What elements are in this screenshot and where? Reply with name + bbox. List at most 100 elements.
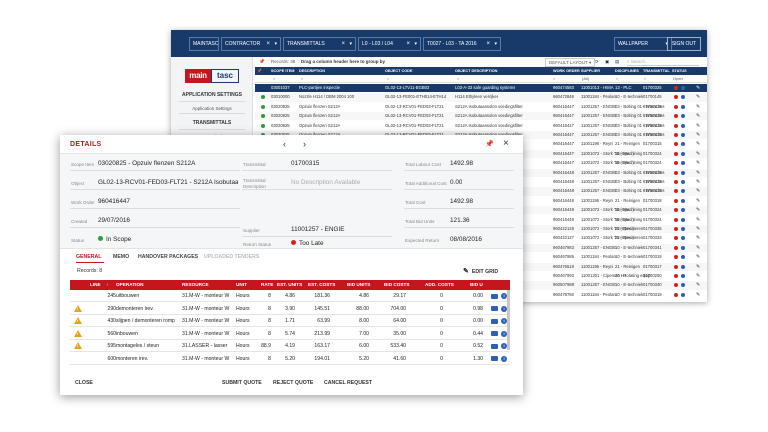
project-select[interactable]: T0027 - L03 - TA 2016 × ▾	[423, 37, 501, 51]
chevron-down-icon[interactable]: ▾	[274, 41, 277, 47]
maintasc-chip[interactable]: MAINTASC	[189, 37, 219, 51]
wallpaper-select[interactable]: WALLPAPER ▾	[614, 37, 672, 51]
pin-icon[interactable]: 📌	[485, 141, 494, 148]
grid-row[interactable]: 960467993 11001201 - Cipemon H.I. 20 - Rot…	[255, 272, 707, 280]
grid-row[interactable]: 960416447 11001072 - Stork TS (Spec.) 16 -…	[255, 159, 707, 167]
info-icon[interactable]	[681, 245, 685, 250]
tab-general[interactable]: GENERAL	[76, 254, 102, 260]
col-line[interactable]: LINE	[90, 282, 101, 287]
location-select[interactable]: L0 - L03 / L04 × ▾	[358, 37, 421, 51]
edit-icon[interactable]: ✎	[696, 132, 701, 138]
info-icon[interactable]	[681, 151, 685, 156]
grid-row[interactable]: 03020825 Opzuiv flenzen S212A GL02-13-RCV0…	[255, 122, 707, 130]
grid-row[interactable]: 960467985 11001184 - Peolan 10 - E-technie…	[255, 253, 707, 261]
info-icon[interactable]	[681, 264, 685, 269]
edit-icon[interactable]: ✎	[696, 273, 701, 279]
pin-icon[interactable]: 📌	[259, 59, 265, 64]
info-icon[interactable]	[681, 217, 685, 222]
message-icon[interactable]	[491, 293, 498, 299]
search-icon[interactable]: ⌕	[457, 76, 460, 81]
edit-icon[interactable]: ✎	[696, 169, 701, 176]
edit-icon[interactable]: ✎	[696, 122, 701, 129]
grid-search-input[interactable]: ⌕ Search...	[627, 58, 699, 66]
clear-icon[interactable]: ×	[486, 41, 490, 47]
edit-icon[interactable]: ✎	[696, 282, 701, 289]
message-icon[interactable]	[491, 306, 498, 311]
edit-icon[interactable]: ✎	[696, 150, 701, 157]
tab-handover-packages[interactable]: HANDOVER PACKAGES	[138, 254, 199, 260]
chevron-down-icon[interactable]: ▾	[494, 41, 497, 47]
grid-row[interactable]: 960416449 11001072 - Stork TS (Spec.) 16 -…	[255, 216, 707, 224]
search-icon[interactable]: ⌕	[301, 76, 304, 81]
edit-icon[interactable]: ✎	[696, 94, 701, 101]
col-est-units[interactable]: EST. UNITS	[277, 282, 303, 287]
edit-icon[interactable]: ✎	[696, 113, 701, 120]
info-icon[interactable]: i	[501, 293, 507, 299]
edit-icon[interactable]: ✎	[696, 291, 701, 298]
col-description[interactable]: DESCRIPTION	[299, 69, 325, 73]
col-transmittal[interactable]: TRANSMITTAL	[643, 69, 670, 73]
edit-icon[interactable]: ✎	[696, 216, 701, 223]
info-icon[interactable]: i	[501, 318, 507, 324]
message-icon[interactable]	[491, 343, 498, 349]
info-icon[interactable]	[681, 86, 685, 90]
supplier-filter[interactable]: (All)	[582, 76, 590, 81]
close-button[interactable]: CLOSE	[75, 380, 93, 386]
info-icon[interactable]	[681, 133, 685, 137]
col-object-code[interactable]: OBJECT CODE	[385, 69, 413, 73]
chevron-down-icon[interactable]: ▾	[349, 41, 352, 47]
search-icon[interactable]: ⌕	[644, 76, 647, 81]
info-icon[interactable]	[681, 170, 685, 175]
edit-icon[interactable]: ✎	[696, 235, 701, 242]
edit-icon[interactable]: ✎	[696, 188, 701, 195]
chevron-down-icon[interactable]: ▾	[414, 41, 417, 47]
grid-row[interactable]: 03010000 Nozzle H114 / DBM 2004 100 GL02-1…	[255, 93, 707, 102]
col-operation[interactable]: OPERATION	[116, 282, 144, 287]
col-object-description[interactable]: OBJECT DESCRIPTION	[455, 69, 498, 73]
col-scope-item[interactable]: SCOPE ITEM	[271, 69, 295, 73]
edit-icon[interactable]: ✎	[696, 103, 701, 110]
table-row[interactable]: 600 monteren irev. 31.M-W - monteur W Hours…	[70, 353, 510, 365]
status-filter[interactable]: Open	[673, 76, 683, 81]
col-resource[interactable]: RESOURCE	[182, 282, 209, 287]
edit-icon[interactable]: ✎	[696, 244, 701, 251]
info-icon[interactable]: i	[501, 355, 507, 362]
info-icon[interactable]	[681, 161, 685, 166]
info-icon[interactable]	[681, 227, 685, 231]
edit-icon[interactable]: ✎	[696, 160, 701, 167]
col-rate[interactable]: RATE	[261, 282, 274, 287]
refresh-icon[interactable]: ⟳	[595, 59, 599, 64]
info-icon[interactable]	[681, 95, 685, 100]
grid-row[interactable]: 960478780 11001184 - Peolan 10 - E-technie…	[255, 291, 707, 299]
nav-application-settings[interactable]: Application Settings	[192, 106, 232, 111]
info-icon[interactable]: i	[501, 330, 507, 337]
grid-row[interactable]: 960422127 11001072 - Stork TS (Spec.) 22 -…	[255, 234, 707, 242]
module-select[interactable]: TRANSMITTALS × ▾	[283, 37, 356, 51]
close-icon[interactable]: ×	[503, 138, 509, 149]
search-icon[interactable]: ⌕	[616, 76, 619, 81]
next-record-button[interactable]: ›	[303, 139, 306, 149]
edit-icon[interactable]: ✎	[696, 254, 701, 261]
col-status[interactable]: STATUS	[672, 69, 687, 73]
edit-icon[interactable]: ✎	[696, 141, 701, 148]
grid-row[interactable]: 03020825 Opzuiv flenzen S212A GL02-13-RCV0…	[255, 112, 707, 121]
message-icon[interactable]	[491, 356, 498, 361]
info-icon[interactable]	[681, 255, 685, 260]
clear-icon[interactable]: ×	[266, 41, 270, 47]
info-icon[interactable]	[681, 114, 685, 119]
grid-row[interactable]: 960416448 11001257 - ENGIE 03 - Bolting 01…	[255, 178, 707, 186]
save-icon[interactable]: ▣	[605, 59, 610, 64]
edit-grid-button[interactable]: ✎ EDIT GRID	[463, 267, 498, 275]
edit-icon[interactable]: ✎	[696, 179, 701, 185]
search-icon[interactable]: ⌕	[273, 76, 276, 81]
export-icon[interactable]: ▤	[615, 59, 620, 64]
message-icon[interactable]	[491, 318, 498, 324]
col-work-order[interactable]: WORK ORDER	[553, 69, 580, 73]
info-icon[interactable]	[681, 123, 685, 128]
edit-icon[interactable]: ✎	[696, 263, 701, 270]
info-icon[interactable]	[681, 198, 685, 203]
grid-row[interactable]: 03001037 PLC-partijen inspectie GL02-13-LT…	[255, 84, 707, 93]
clear-icon[interactable]: ×	[406, 41, 410, 47]
